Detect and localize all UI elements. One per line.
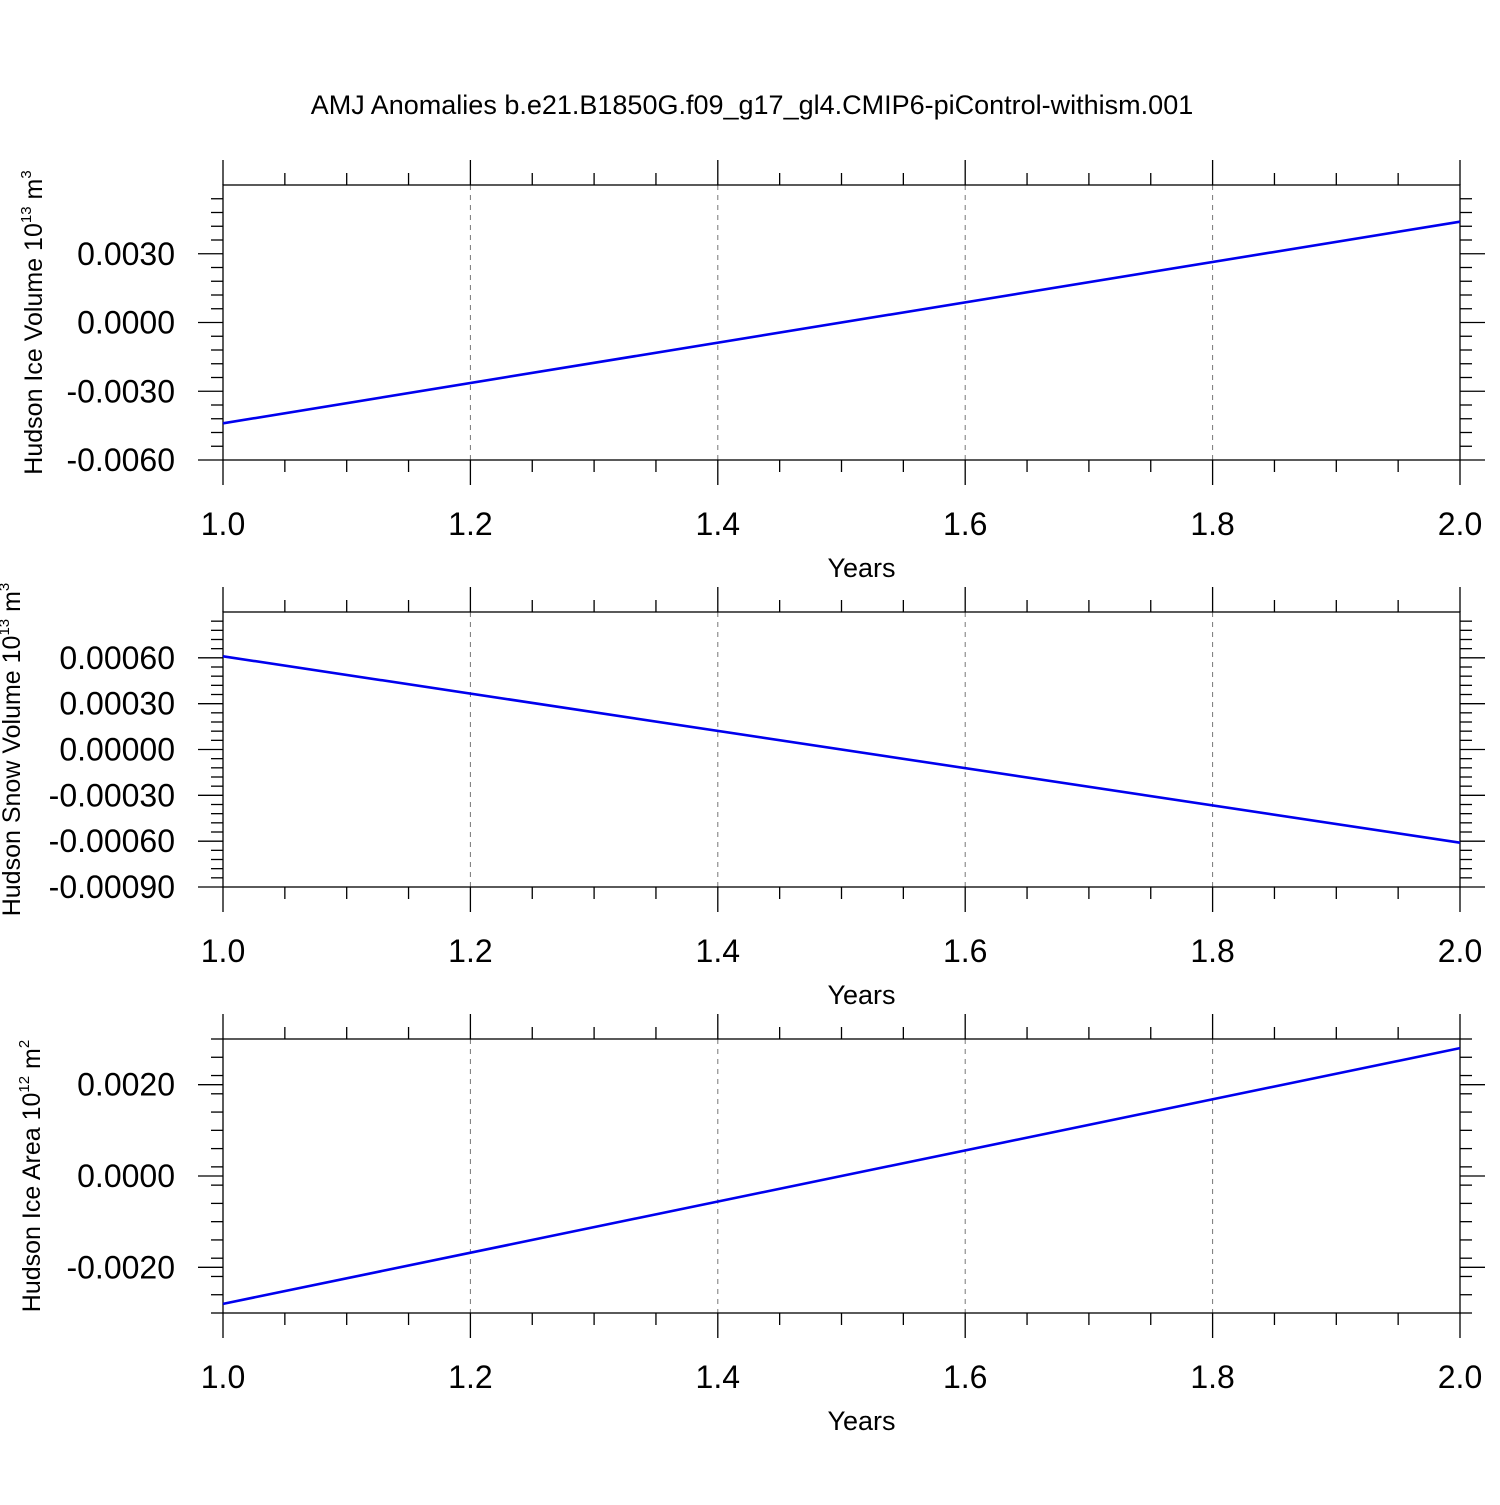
x-tick-label: 1.2 xyxy=(448,1359,492,1395)
y-tick-label: -0.00060 xyxy=(49,823,175,859)
y-axis-label: Hudson Snow Volume 1013 m3 xyxy=(0,583,26,917)
y-tick-label: 0.00030 xyxy=(59,686,175,722)
y-axis-label-superscript: 13 xyxy=(18,206,35,223)
x-axis-label: Years xyxy=(827,1406,895,1436)
x-tick-label: 1.0 xyxy=(201,506,245,542)
y-axis-label-part: m xyxy=(0,591,26,619)
y-axis-label-part: m xyxy=(18,1048,46,1076)
y-tick-label: 0.0000 xyxy=(77,1158,175,1194)
x-tick-label: 1.0 xyxy=(201,1359,245,1395)
chart-panels: 1.0 1.2 1.4 1.6 1.8 2.0 -0.0060 -0.0030 0.0000 0.… xyxy=(0,160,1485,1436)
x-tick-label: 2.0 xyxy=(1438,506,1482,542)
x-tick-label: 1.4 xyxy=(696,1359,740,1395)
y-axis-label-part: Hudson Ice Area 10 xyxy=(18,1093,46,1313)
x-tick-label: 1.8 xyxy=(1190,933,1234,969)
chart-panel-2: 1.0 1.2 1.4 1.6 1.8 2.0 -0.00090 -0.00060 -0.000… xyxy=(0,583,1485,1010)
y-axis-label-part: Hudson Ice Volume 10 xyxy=(20,223,48,475)
y-tick-label: 0.0020 xyxy=(77,1067,175,1103)
y-tick-label: 0.00060 xyxy=(59,640,175,676)
y-tick-label: -0.0060 xyxy=(66,442,175,478)
y-tick-label: -0.0030 xyxy=(66,373,175,409)
y-axis-label: Hudson Ice Area 1012 m2 xyxy=(16,1040,46,1312)
y-tick-label: 0.00000 xyxy=(59,732,175,768)
x-tick-label: 1.4 xyxy=(696,506,740,542)
y-axis-label-superscript: 3 xyxy=(18,170,35,178)
x-tick-label: 1.2 xyxy=(448,506,492,542)
chart-panel-3: 1.0 1.2 1.4 1.6 1.8 2.0 -0.0020 0.0000 0.0020 Yea… xyxy=(16,1014,1485,1436)
series-line-1 xyxy=(222,220,1461,425)
x-tick-label: 1.6 xyxy=(943,1359,987,1395)
y-tick-label: -0.0020 xyxy=(66,1249,175,1285)
chart-title: AMJ Anomalies b.e21.B1850G.f09_g17_gl4.C… xyxy=(311,90,1193,120)
y-axis-label-part: Hudson Snow Volume 10 xyxy=(0,636,26,917)
y-axis-label-superscript: 3 xyxy=(0,583,13,591)
y-tick-label: 0.0030 xyxy=(77,236,175,272)
series-line-1 xyxy=(222,1046,1461,1306)
x-tick-label: 1.0 xyxy=(201,933,245,969)
y-axis-label-superscript: 2 xyxy=(16,1040,33,1048)
x-tick-label: 2.0 xyxy=(1438,933,1482,969)
x-tick-label: 1.4 xyxy=(696,933,740,969)
x-axis-label: Years xyxy=(827,980,895,1010)
x-tick-label: 1.8 xyxy=(1190,1359,1234,1395)
chart-panel-1: 1.0 1.2 1.4 1.6 1.8 2.0 -0.0060 -0.0030 0.0000 0.… xyxy=(18,160,1485,583)
y-tick-label: -0.00090 xyxy=(49,869,175,905)
x-tick-label: 1.6 xyxy=(943,506,987,542)
x-tick-label: 1.6 xyxy=(943,933,987,969)
y-axis-label-superscript: 13 xyxy=(0,619,13,636)
x-tick-label: 2.0 xyxy=(1438,1359,1482,1395)
y-tick-label: -0.00030 xyxy=(49,777,175,813)
x-tick-label: 1.2 xyxy=(448,933,492,969)
x-axis-label: Years xyxy=(827,553,895,583)
x-tick-label: 1.8 xyxy=(1190,506,1234,542)
y-axis-label-superscript: 12 xyxy=(16,1076,33,1093)
y-axis-label: Hudson Ice Volume 1013 m3 xyxy=(18,170,48,474)
y-axis-label-part: m xyxy=(20,179,48,207)
y-tick-label: 0.0000 xyxy=(77,305,175,341)
series-line-1 xyxy=(222,655,1461,844)
